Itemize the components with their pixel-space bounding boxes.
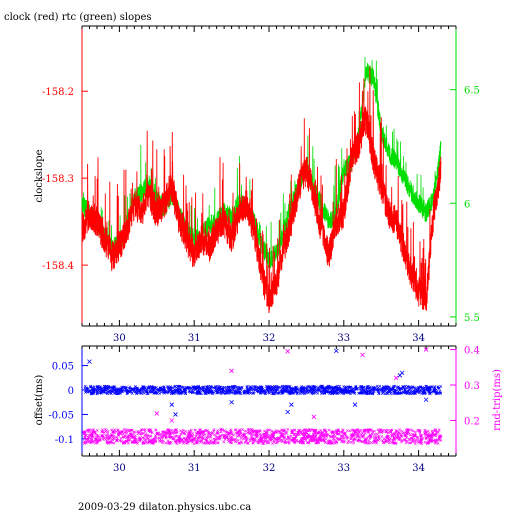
- offset-roundtrip-plot: 30 31 32 33 34 0.05 0 -0.05 -0.1 0.2 0.3 0.4 offset(…: [34, 345, 503, 474]
- offset-outlier-point: [285, 409, 290, 415]
- offset-y2-tick-label: 0.3: [464, 381, 480, 392]
- offset-y-label: offset(ms): [34, 375, 45, 426]
- offset-x-tick-label: 31: [188, 463, 201, 474]
- slope-plot: 30 31 32 33 34 -158.2 -158.3 -158.4 5.5 6 6.5 clock…: [34, 25, 480, 344]
- roundtrip-outlier-point: [229, 368, 234, 374]
- slope-y-tick-label: -158.4: [42, 261, 74, 272]
- offset-outlier-point: [423, 397, 429, 403]
- offset-x-tick-label: 32: [263, 463, 276, 474]
- offset-band: [83, 384, 443, 396]
- offset-outlier-point: [169, 402, 175, 407]
- roundtrip-outlier-point: [154, 411, 160, 416]
- slope-x-tick-label: 31: [188, 333, 201, 344]
- roundtrip-outlier-point: [423, 347, 429, 352]
- slope-y2-tick-label: 5.5: [464, 313, 480, 324]
- offset-outlier-point: [334, 348, 339, 354]
- roundtrip-outlier-point: [311, 414, 317, 420]
- slope-x-tick-label: 30: [113, 333, 126, 344]
- chart-title: clock (red) rtc (green) slopes: [4, 12, 152, 23]
- roundtrip-y-label: rnd-trip(ms): [492, 369, 503, 431]
- offset-y2-tick-label: 0.4: [464, 346, 480, 357]
- series-rtc-line: [81, 56, 442, 269]
- slope-x-tick-label: 32: [263, 333, 276, 344]
- offset-y-tick-label: 0.05: [52, 362, 74, 373]
- roundtrip-outlier-point: [169, 418, 175, 423]
- slope-y-label: clockslope: [34, 149, 45, 202]
- offset-y-tick-label: 0: [68, 386, 74, 397]
- roundtrip-outlier-point: [360, 352, 365, 358]
- offset-outlier-point: [229, 399, 234, 405]
- offset-outlier-point: [289, 402, 294, 407]
- offset-outlier-point: [352, 402, 358, 407]
- offset-y-tick-label: -0.05: [48, 410, 74, 421]
- footer-text: 2009-03-29 dilaton.physics.ubc.ca: [78, 502, 251, 512]
- series-clock-line: [81, 66, 442, 314]
- roundtrip-band: [82, 427, 443, 446]
- offset-y2-tick-label: 0.2: [464, 417, 480, 428]
- slope-y2-tick-label: 6: [464, 199, 470, 210]
- roundtrip-outlier-point: [393, 375, 399, 381]
- offset-y-tick-label: -0.1: [55, 435, 74, 446]
- slope-y-tick-label: -158.3: [42, 174, 74, 185]
- slope-y-tick-label: -158.2: [42, 87, 74, 98]
- offset-x-tick-label: 34: [412, 463, 425, 474]
- offset-outlier-point: [87, 359, 92, 364]
- roundtrip-outlier-point: [285, 349, 290, 354]
- slope-y2-tick-label: 6.5: [464, 86, 480, 97]
- slope-x-tick-label: 34: [412, 333, 425, 344]
- offset-x-tick-label: 33: [337, 463, 350, 474]
- slope-x-tick-label: 33: [337, 333, 350, 344]
- offset-outlier-point: [399, 370, 405, 376]
- offset-outlier-point: [173, 412, 178, 417]
- offset-x-tick-label: 30: [113, 463, 126, 474]
